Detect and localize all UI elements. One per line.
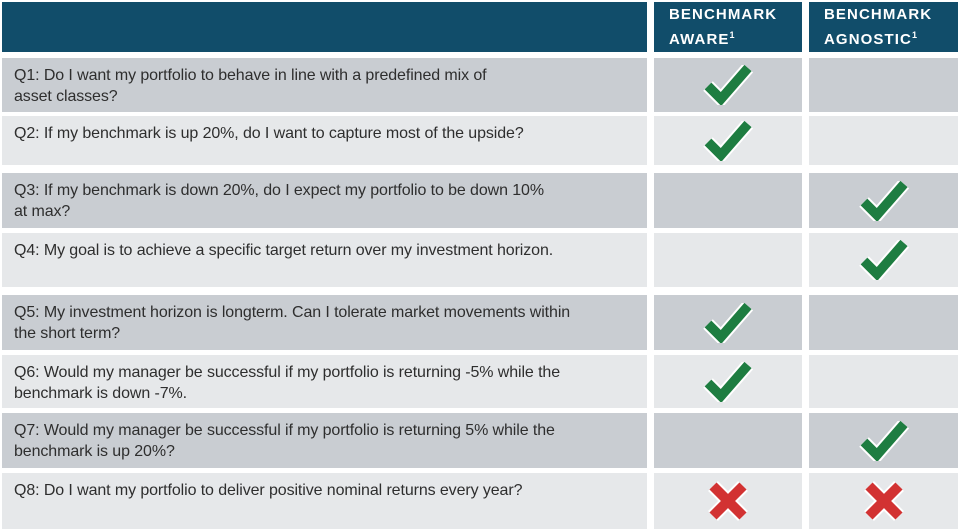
question-text-q6: Q6: Would my manager be successful if my… bbox=[2, 355, 647, 408]
benchmark-aware-cell-q4 bbox=[654, 233, 802, 287]
question-text-q5: Q5: My investment horizon is longterm. C… bbox=[2, 295, 647, 350]
footnote-superscript: 1 bbox=[729, 29, 735, 40]
benchmark-agnostic-cell-q8 bbox=[809, 473, 958, 529]
benchmark-agnostic-cell-q1 bbox=[809, 58, 958, 112]
benchmark-aware-cell-q8 bbox=[654, 473, 802, 529]
question-text-q1: Q1: Do I want my portfolio to behave in … bbox=[2, 58, 647, 112]
benchmark-aware-cell-q6 bbox=[654, 355, 802, 408]
footnote-superscript: 1 bbox=[911, 29, 917, 40]
question-row-q6: Q6: Would my manager be successful if my… bbox=[2, 355, 958, 408]
checkmark-icon bbox=[858, 240, 909, 280]
benchmark-agnostic-cell-q3 bbox=[809, 173, 958, 228]
checkmark-icon bbox=[858, 180, 909, 221]
question-row-q3: Q3: If my benchmark is down 20%, do I ex… bbox=[2, 173, 958, 228]
benchmark-aware-cell-q3 bbox=[654, 173, 802, 228]
column-header-benchmark-aware: BENCHMARK AWARE1 bbox=[654, 2, 802, 52]
question-text-q4: Q4: My goal is to achieve a specific tar… bbox=[2, 233, 647, 287]
table-header-row: BENCHMARK AWARE1 BENCHMARK AGNOSTIC1 bbox=[2, 2, 958, 52]
question-column-header bbox=[2, 2, 647, 52]
column-header-label: BENCHMARK AWARE1 bbox=[669, 5, 778, 48]
benchmark-aware-cell-q5 bbox=[654, 295, 802, 350]
benchmark-aware-cell-q1 bbox=[654, 58, 802, 112]
checkmark-icon bbox=[858, 420, 909, 461]
question-row-q8: Q8: Do I want my portfolio to deliver po… bbox=[2, 473, 958, 529]
x-mark-icon bbox=[863, 481, 904, 521]
checkmark-icon bbox=[703, 302, 754, 343]
column-header-label: BENCHMARK AGNOSTIC1 bbox=[824, 5, 933, 48]
benchmark-agnostic-cell-q4 bbox=[809, 233, 958, 287]
question-row-q5: Q5: My investment horizon is longterm. C… bbox=[2, 295, 958, 350]
table-body: Q1: Do I want my portfolio to behave in … bbox=[2, 58, 958, 529]
question-row-q4: Q4: My goal is to achieve a specific tar… bbox=[2, 233, 958, 287]
x-mark-icon bbox=[708, 481, 748, 521]
benchmark-aware-cell-q7 bbox=[654, 413, 802, 468]
question-row-q1: Q1: Do I want my portfolio to behave in … bbox=[2, 58, 958, 112]
checkmark-icon bbox=[703, 120, 754, 161]
question-row-q7: Q7: Would my manager be successful if my… bbox=[2, 413, 958, 468]
question-text-q2: Q2: If my benchmark is up 20%, do I want… bbox=[2, 116, 647, 165]
checkmark-icon bbox=[703, 361, 754, 402]
benchmark-aware-cell-q2 bbox=[654, 116, 802, 165]
question-text-q8: Q8: Do I want my portfolio to deliver po… bbox=[2, 473, 647, 529]
benchmark-agnostic-cell-q5 bbox=[809, 295, 958, 350]
question-text-q7: Q7: Would my manager be successful if my… bbox=[2, 413, 647, 468]
question-text-q3: Q3: If my benchmark is down 20%, do I ex… bbox=[2, 173, 647, 228]
question-row-q2: Q2: If my benchmark is up 20%, do I want… bbox=[2, 116, 958, 165]
benchmark-agnostic-cell-q7 bbox=[809, 413, 958, 468]
benchmark-agnostic-cell-q2 bbox=[809, 116, 958, 165]
checkmark-icon bbox=[703, 65, 754, 105]
column-header-benchmark-agnostic: BENCHMARK AGNOSTIC1 bbox=[809, 2, 958, 52]
benchmark-agnostic-cell-q6 bbox=[809, 355, 958, 408]
